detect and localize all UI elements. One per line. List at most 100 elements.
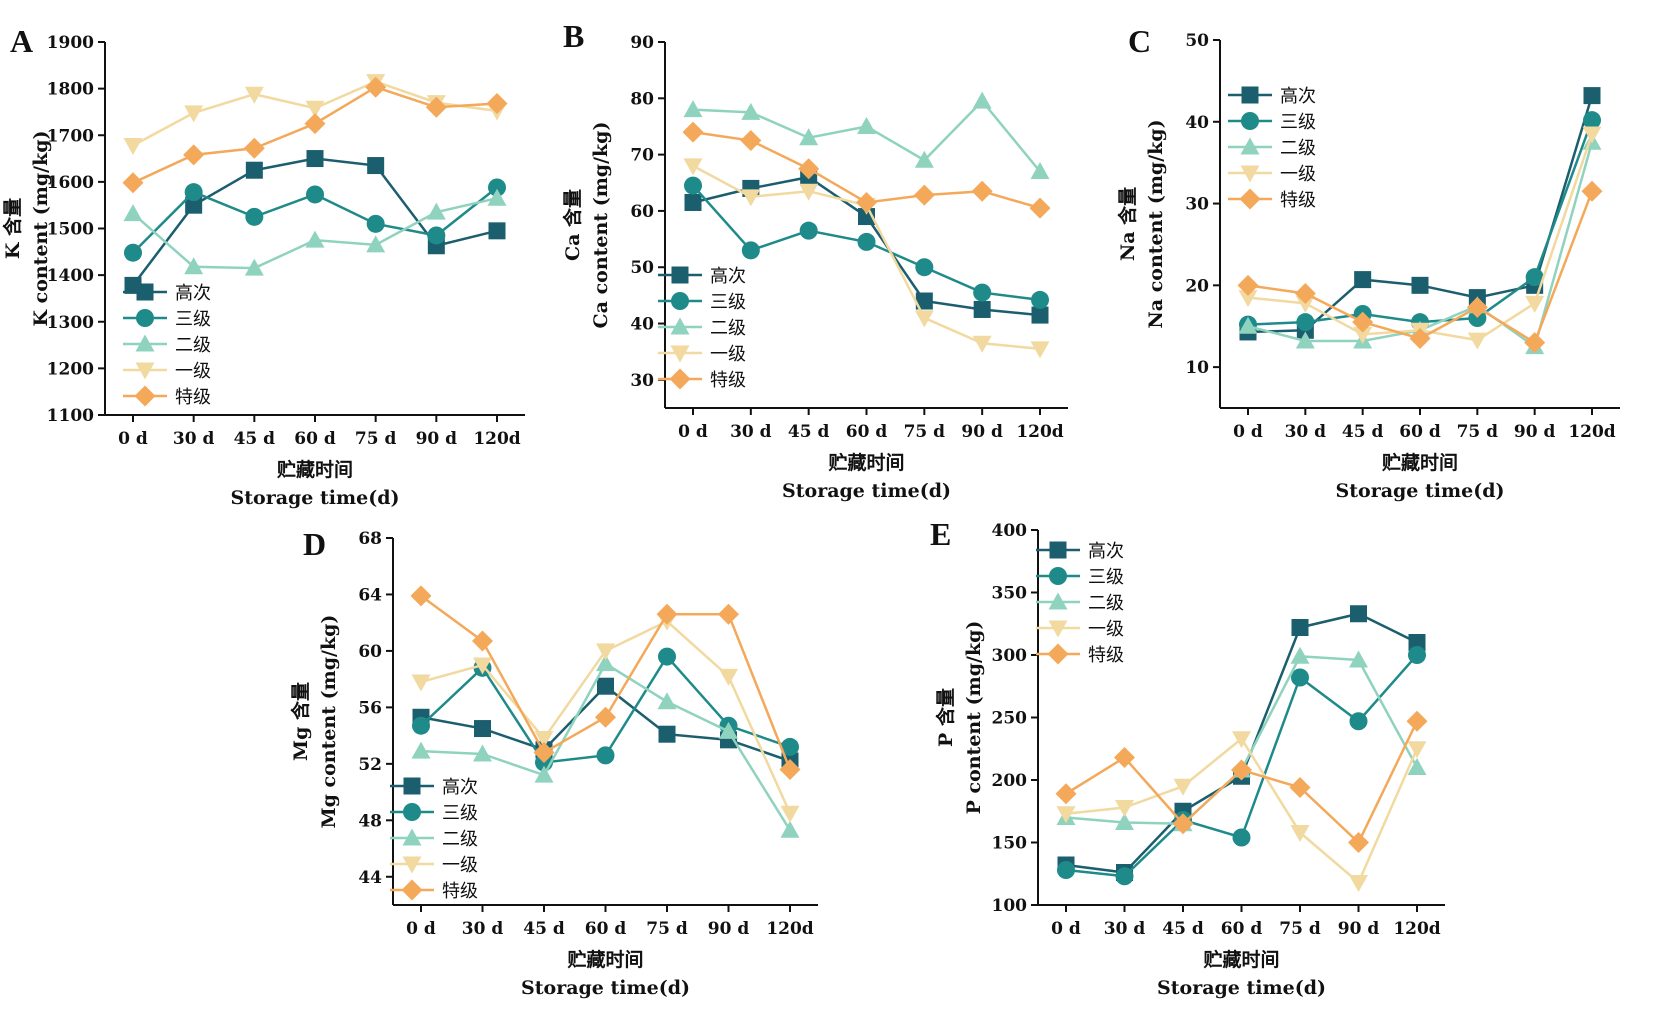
x-tick-label: 120d [1393, 919, 1440, 939]
data-point [972, 335, 992, 353]
data-point [184, 105, 204, 123]
data-point [596, 643, 615, 661]
y-tick-label: 68 [358, 529, 382, 549]
data-point [658, 647, 676, 666]
data-point [741, 241, 760, 260]
data-point [533, 742, 555, 764]
x-axis-title-cn: 贮藏时间 [566, 948, 643, 971]
data-point [1114, 747, 1135, 768]
data-point [1354, 271, 1372, 289]
series-三级 [1057, 646, 1426, 886]
x-tick-label: 90 d [1514, 422, 1556, 442]
y-tick-label: 52 [358, 755, 382, 775]
x-tick-label: 30 d [1285, 422, 1327, 442]
series-二级 [123, 188, 507, 276]
y-tick-label: 56 [358, 698, 382, 718]
legend-label: 特级 [442, 881, 478, 902]
series-特级 [122, 76, 508, 194]
legend-marker [1240, 165, 1260, 183]
data-point [1290, 825, 1310, 842]
data-point [799, 183, 819, 201]
data-point [780, 805, 800, 823]
legend-label: 二级 [1280, 138, 1316, 159]
x-tick-label: 120d [1568, 422, 1615, 442]
y-axis-title-cn: Mg 含量 [289, 682, 312, 761]
data-point [487, 188, 507, 206]
data-point [1172, 813, 1194, 835]
data-point [1232, 731, 1251, 749]
data-point [779, 758, 801, 780]
y-tick-label: 70 [630, 146, 654, 166]
data-point [1231, 759, 1252, 781]
legend-label: 特级 [1088, 645, 1124, 666]
series-三级 [124, 178, 506, 262]
data-point [1291, 619, 1309, 636]
legend-marker [1048, 620, 1068, 638]
legend-marker [670, 345, 690, 363]
data-point [1291, 668, 1309, 687]
data-point [306, 150, 324, 168]
x-axis-title: Storage time(d) [782, 480, 951, 502]
legend-label: 一级 [1280, 164, 1316, 185]
data-point [1350, 605, 1367, 623]
legend-marker [1241, 112, 1259, 130]
data-point [1411, 276, 1429, 294]
y-axis-title: Ca content (mg/kg) [590, 122, 612, 329]
series-特级 [1055, 710, 1428, 853]
data-point [410, 585, 432, 607]
x-tick-label: 0 d [1233, 422, 1263, 442]
data-point [1525, 268, 1544, 287]
data-point [1030, 162, 1050, 180]
panel-letter: C [1128, 23, 1151, 59]
y-tick-label: 1900 [47, 33, 94, 53]
legend-marker [1048, 592, 1068, 610]
data-point [534, 765, 554, 783]
y-tick-label: 1800 [47, 80, 94, 100]
data-point [914, 310, 934, 328]
series-特级 [410, 585, 801, 780]
data-point [1031, 306, 1049, 324]
legend-label: 高次 [1280, 86, 1316, 107]
legend-label: 高次 [442, 777, 478, 798]
y-tick-label: 100 [992, 896, 1028, 916]
x-tick-label: 75 d [1279, 919, 1321, 939]
x-tick-label: 30 d [1104, 919, 1146, 939]
x-tick-label: 120d [766, 919, 813, 939]
series-二级 [411, 654, 800, 838]
data-point [1406, 710, 1428, 732]
data-point [304, 113, 326, 135]
data-point [915, 292, 933, 310]
x-tick-label: 45 d [1342, 422, 1384, 442]
legend-label: 二级 [710, 318, 746, 339]
data-point [781, 737, 799, 756]
data-point [1056, 806, 1076, 824]
x-tick-label: 0 d [678, 422, 708, 442]
data-point [857, 232, 876, 251]
data-point [1115, 867, 1134, 886]
x-tick-label: 0 d [118, 429, 148, 449]
data-point [427, 226, 446, 245]
data-point [719, 668, 738, 686]
series-line [132, 157, 498, 287]
data-point [856, 191, 877, 213]
data-point [913, 184, 935, 206]
y-tick-label: 80 [630, 89, 654, 109]
x-tick-label: 0 d [1051, 919, 1081, 939]
y-tick-label: 1300 [47, 313, 94, 333]
data-point [595, 706, 616, 728]
data-point [184, 183, 203, 202]
x-tick-label: 90 d [708, 919, 750, 939]
legend-marker [1049, 567, 1067, 585]
y-axis-title-cn: P 含量 [934, 688, 957, 747]
legend-label: 二级 [442, 829, 478, 850]
x-axis-title-cn: 贮藏时间 [1202, 948, 1279, 971]
x-axis-title: Storage time(d) [1336, 480, 1505, 502]
legend-marker [669, 368, 691, 390]
legend-marker [402, 828, 422, 846]
panel-letter: E [930, 516, 951, 552]
legend-marker [671, 266, 689, 284]
